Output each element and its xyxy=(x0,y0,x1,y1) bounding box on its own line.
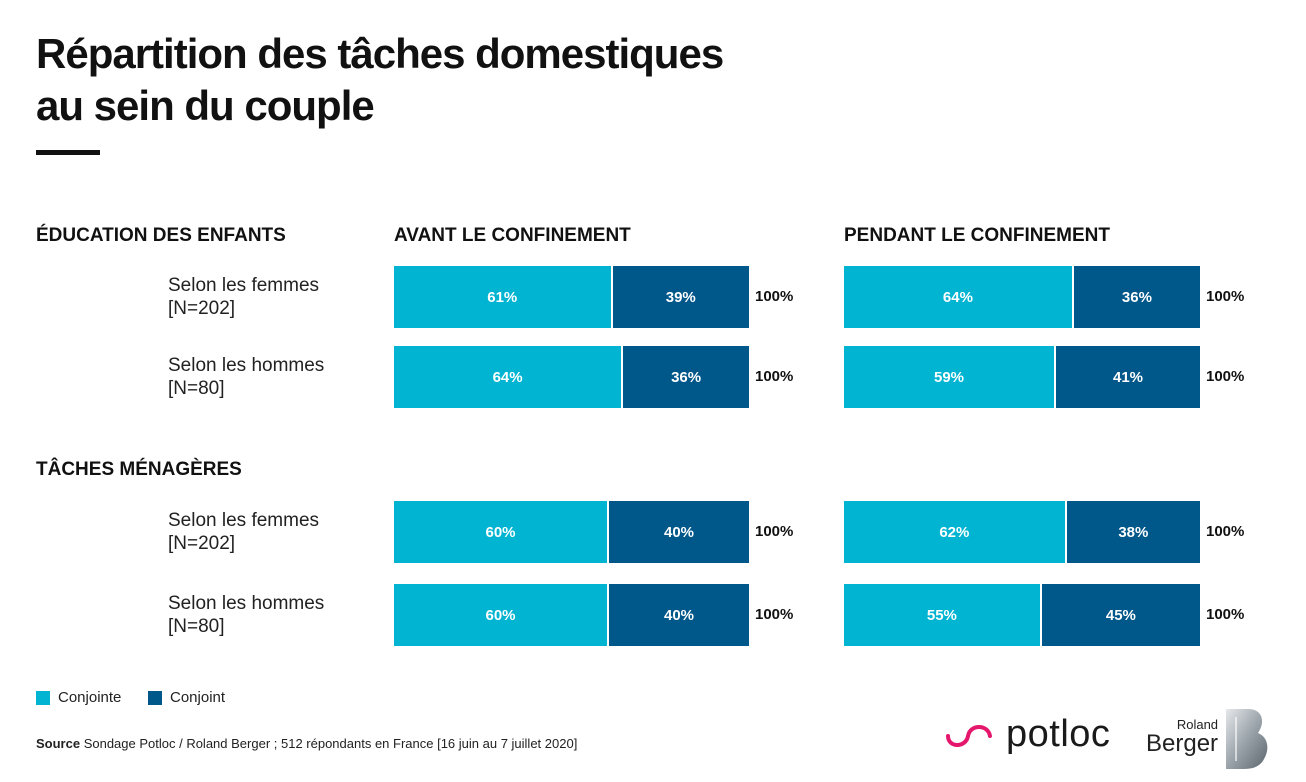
bar-segment-conjointe: 59% xyxy=(844,346,1055,408)
row-label-text: Selon les hommes xyxy=(168,593,325,614)
legend-item-conjoint: Conjoint xyxy=(148,689,225,706)
section-menageres: TÂCHES MÉNAGÈRES xyxy=(36,459,242,480)
bar-before: 60% 40% xyxy=(394,584,749,646)
data-label: 41% xyxy=(1112,368,1144,386)
bar-during: 55% 45% xyxy=(844,584,1200,646)
bar-segment-conjoint: 36% xyxy=(1071,266,1200,328)
data-label: 55% xyxy=(926,606,957,624)
page-title-line-1: Répartition des tâches domestiques xyxy=(36,30,724,77)
potloc-wave-icon xyxy=(946,724,992,747)
row-label: Selon les femmes [N=202] xyxy=(168,509,319,555)
title-underline xyxy=(36,150,100,155)
roland-berger-b-icon xyxy=(1226,709,1268,769)
data-label: 45% xyxy=(1105,606,1136,624)
total-label: 100% xyxy=(755,606,794,623)
row-sample-size: [N=202] xyxy=(168,533,236,554)
data-label: 64% xyxy=(492,368,523,386)
total-label: 100% xyxy=(1206,288,1245,305)
column-header-during: PENDANT LE CONFINEMENT xyxy=(844,225,1110,246)
source-note: Source Sondage Potloc / Roland Berger ; … xyxy=(36,736,577,751)
data-label: 38% xyxy=(1118,523,1149,541)
column-header-before: AVANT LE CONFINEMENT xyxy=(394,225,631,246)
row-sample-size: [N=80] xyxy=(168,378,225,399)
row-sample-size: [N=202] xyxy=(168,298,236,319)
potloc-logo: potloc xyxy=(944,713,1110,756)
legend-swatch-conjoint xyxy=(148,690,162,705)
bar-during: 64% 36% xyxy=(844,266,1200,328)
bar-segment-conjointe: 60% xyxy=(394,501,607,563)
data-label: 60% xyxy=(485,606,516,624)
potloc-wordmark: potloc xyxy=(1006,713,1111,755)
bar-segment-conjointe: 55% xyxy=(844,584,1040,646)
data-label: 61% xyxy=(487,288,518,306)
row-label: Selon les femmes [N=202] xyxy=(168,274,319,320)
bar-before: 60% 40% xyxy=(394,501,749,563)
bar-segment-conjoint: 40% xyxy=(607,501,749,563)
bar-segment-conjoint: 39% xyxy=(610,266,749,328)
data-label: 36% xyxy=(671,368,702,386)
total-label: 100% xyxy=(755,368,794,385)
row-label-text: Selon les femmes xyxy=(168,510,320,531)
data-label: 36% xyxy=(1121,288,1152,306)
data-label: 59% xyxy=(934,368,965,386)
bar-segment-conjointe: 62% xyxy=(844,501,1065,563)
bar-before: 64% 36% xyxy=(394,346,749,408)
total-label: 100% xyxy=(1206,523,1245,540)
row-sample-size: [N=80] xyxy=(168,616,225,637)
data-label: 62% xyxy=(939,523,970,541)
legend-label-conjointe: Conjointe xyxy=(58,689,122,706)
data-label: 64% xyxy=(942,288,973,306)
page-title-line-2: au sein du couple xyxy=(36,82,375,129)
row-label: Selon les hommes [N=80] xyxy=(168,354,324,400)
row-label-text: Selon les femmes xyxy=(168,275,320,296)
legend-item-conjointe: Conjointe xyxy=(36,689,121,706)
row-label-text: Selon les hommes xyxy=(168,355,325,376)
legend-swatch-conjointe xyxy=(36,690,50,705)
rb-berger: Berger xyxy=(1146,730,1219,757)
source-label: Source xyxy=(36,736,81,751)
bar-segment-conjointe: 60% xyxy=(394,584,607,646)
bar-segment-conjointe: 64% xyxy=(394,346,622,408)
data-label: 39% xyxy=(665,288,696,306)
bar-segment-conjoint: 40% xyxy=(607,584,749,646)
total-label: 100% xyxy=(755,288,794,305)
section-education: ÉDUCATION DES ENFANTS xyxy=(36,225,286,246)
data-label: 60% xyxy=(485,523,516,541)
bar-segment-conjoint: 36% xyxy=(621,346,749,408)
roland-berger-logo: Roland Berger xyxy=(1146,718,1218,757)
total-label: 100% xyxy=(1206,606,1245,623)
bar-during: 59% 41% xyxy=(844,346,1200,408)
data-label: 40% xyxy=(663,606,695,624)
bar-segment-conjointe: 61% xyxy=(394,266,611,328)
data-label: 40% xyxy=(663,523,695,541)
rb-roland: Roland xyxy=(1176,717,1219,732)
total-label: 100% xyxy=(1206,368,1245,385)
bar-segment-conjoint: 45% xyxy=(1039,584,1200,646)
bar-segment-conjointe: 64% xyxy=(844,266,1072,328)
row-label: Selon les hommes [N=80] xyxy=(168,592,324,638)
total-label: 100% xyxy=(755,523,794,540)
legend-label-conjoint: Conjoint xyxy=(170,689,226,706)
bar-during: 62% 38% xyxy=(844,501,1200,563)
bar-segment-conjoint: 41% xyxy=(1054,346,1200,408)
bar-segment-conjoint: 38% xyxy=(1064,501,1200,563)
bar-before: 61% 39% xyxy=(394,266,749,328)
source-text: Sondage Potloc / Roland Berger ; 512 rép… xyxy=(80,736,578,751)
